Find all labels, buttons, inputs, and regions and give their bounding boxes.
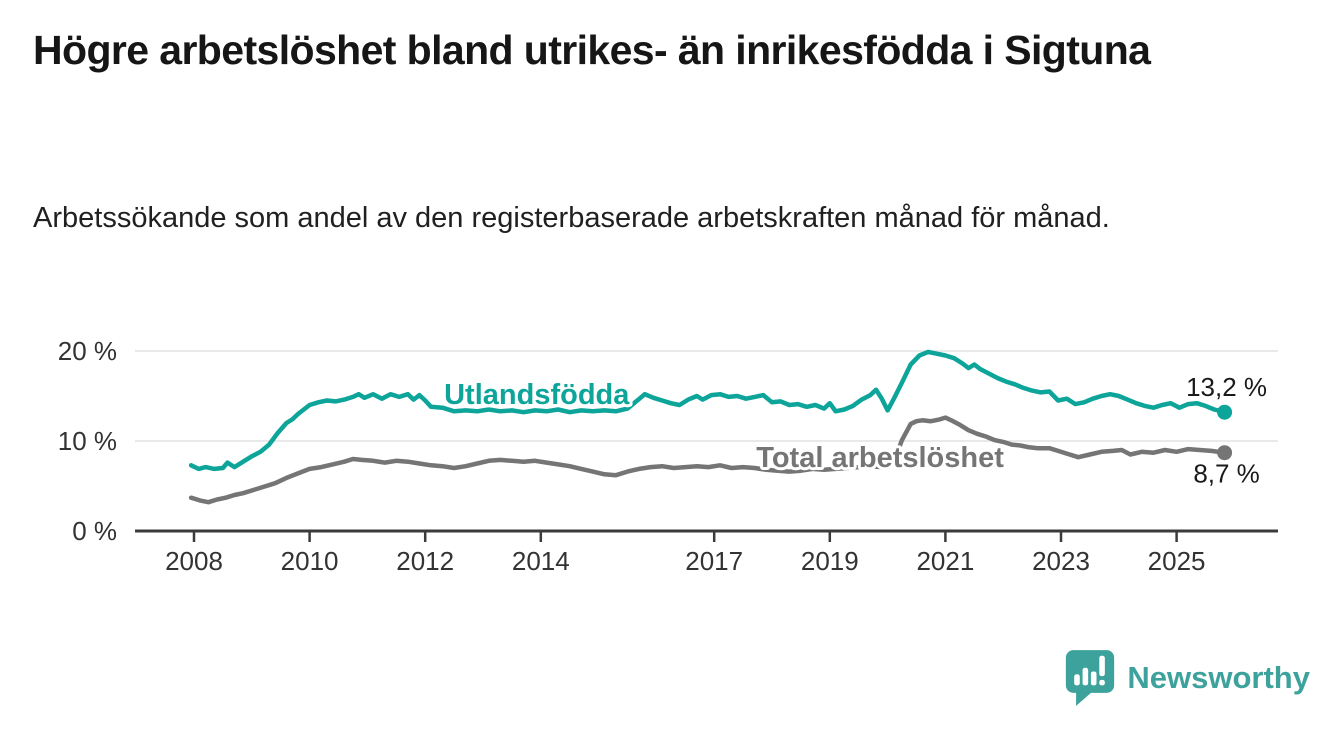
- x-tick-label: 2021: [916, 546, 974, 576]
- y-tick-label: 10 %: [58, 426, 117, 456]
- newsworthy-logo-icon: [1066, 650, 1115, 706]
- unemployment-line-chart: 0 % 10 % 20 % 2008 2010 2012 2014 2017 2019 2021 2…: [58, 336, 1278, 576]
- x-tick-label: 2025: [1148, 546, 1206, 576]
- logo-exclamation-stem: [1099, 655, 1106, 677]
- x-tick-label: 2010: [281, 546, 339, 576]
- x-tick-label: 2014: [512, 546, 570, 576]
- newsworthy-logo-text: Newsworthy: [1127, 660, 1310, 695]
- y-tick-label: 20 %: [58, 336, 117, 366]
- x-tick-label: 2012: [396, 546, 454, 576]
- x-tick-label: 2008: [165, 546, 223, 576]
- series-label-total-arbetsl-shet: Total arbetslöshet: [756, 442, 1004, 474]
- logo-bar-2: [1082, 667, 1089, 686]
- newsworthy-logo: Newsworthy: [1064, 648, 1310, 708]
- y-tick-label: 0 %: [72, 516, 117, 546]
- series-end-dot-total-arbetsl-shet: [1217, 445, 1233, 461]
- logo-bar-1: [1074, 674, 1081, 686]
- x-tick-label: 2017: [685, 546, 743, 576]
- logo-exclamation-dot: [1099, 679, 1106, 686]
- speech-bubble-shape: [1066, 650, 1115, 706]
- series-line-utlandsf-dda: [188, 349, 1227, 472]
- x-tick-label: 2019: [801, 546, 859, 576]
- series-line-total-arbetsl-shet: [188, 415, 1227, 505]
- series-end-value-total-arbetsl-shet: 8,7 %: [1193, 459, 1260, 489]
- page-title: Högre arbetslöshet bland utrikes- än inr…: [33, 27, 1151, 73]
- x-tick-label: 2023: [1032, 546, 1090, 576]
- series-end-dot-utlandsf-dda: [1217, 404, 1233, 420]
- series-end-value-utlandsf-dda: 13,2 %: [1186, 372, 1267, 402]
- page-subtitle: Arbetssökande som andel av den registerb…: [33, 202, 1110, 234]
- logo-bar-3: [1091, 671, 1097, 686]
- series-label-utlandsf-dda: Utlandsfödda: [444, 379, 630, 411]
